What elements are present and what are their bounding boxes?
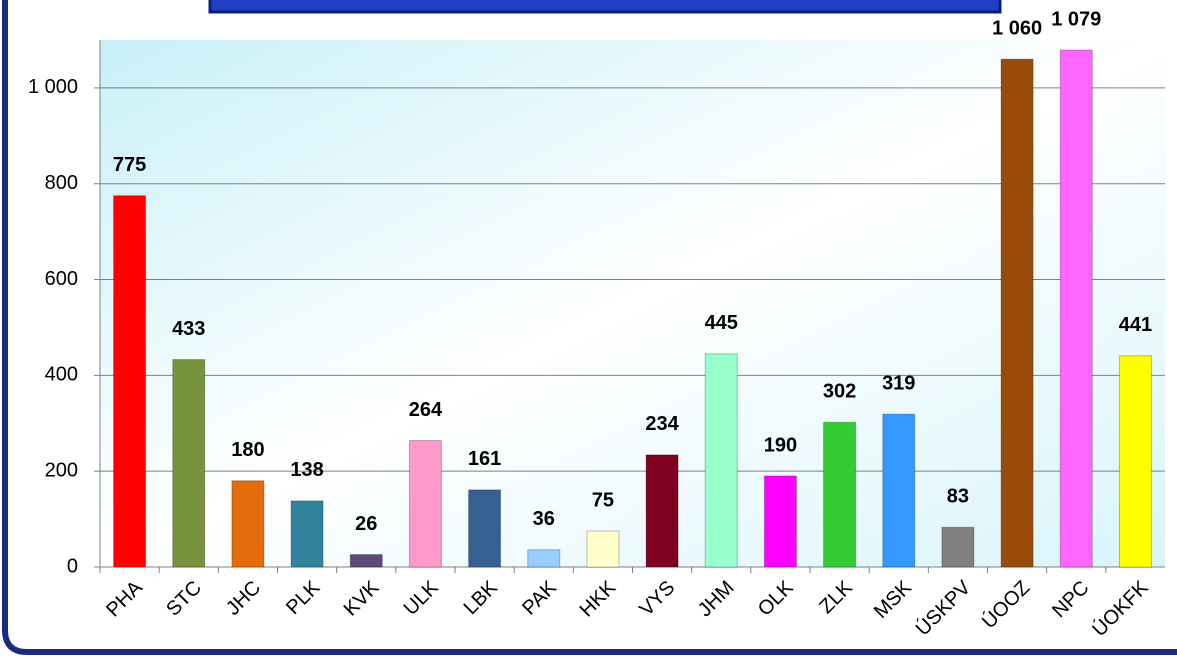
value-label: 775 xyxy=(113,154,146,176)
x-tick-label: VYS xyxy=(635,577,679,621)
x-tick-label: ÚOKFK xyxy=(1088,576,1153,641)
bar xyxy=(527,549,561,568)
bar xyxy=(645,454,679,568)
value-label: 36 xyxy=(533,508,555,530)
value-label: 83 xyxy=(947,486,969,508)
x-tick-label: JHM xyxy=(694,577,739,622)
bar xyxy=(823,421,857,568)
value-label: 180 xyxy=(231,439,264,461)
bar xyxy=(349,554,383,568)
value-label: 441 xyxy=(1119,314,1152,336)
value-label: 319 xyxy=(882,372,915,394)
x-tick-label: PHA xyxy=(102,576,147,621)
value-label: 302 xyxy=(823,381,856,403)
x-tick-label: OLK xyxy=(754,576,798,620)
value-label: 445 xyxy=(705,312,738,334)
x-tick-label: KVK xyxy=(340,576,384,620)
x-tick-label: PLK xyxy=(282,576,325,619)
value-label: 161 xyxy=(468,448,501,470)
bar xyxy=(468,489,502,568)
value-label: 234 xyxy=(645,413,679,435)
value-label: 1 079 xyxy=(1051,8,1101,30)
bar xyxy=(113,195,147,568)
value-label: 138 xyxy=(290,459,323,481)
bar xyxy=(1059,49,1093,568)
x-tick-label: HKK xyxy=(576,576,621,621)
y-tick-label: 400 xyxy=(45,364,78,386)
bar xyxy=(941,526,975,568)
bar xyxy=(231,480,265,568)
value-label: 1 060 xyxy=(992,17,1042,39)
bar xyxy=(763,475,797,568)
y-tick-label: 0 xyxy=(67,555,78,577)
y-tick-label: 800 xyxy=(45,172,78,194)
x-tick-label: LBK xyxy=(460,576,503,619)
bar xyxy=(586,530,620,568)
value-label: 26 xyxy=(355,513,377,535)
banner xyxy=(208,0,1002,14)
x-tick-label: ZLK xyxy=(815,576,857,618)
y-tick-label: 1 000 xyxy=(28,76,78,98)
x-tick-label: NPC xyxy=(1048,577,1093,622)
y-tick-label: 600 xyxy=(45,268,78,290)
value-label: 433 xyxy=(172,318,205,340)
x-tick-label: ÚSKPV xyxy=(911,576,976,641)
bar xyxy=(408,440,442,568)
bar xyxy=(172,359,206,568)
value-label: 75 xyxy=(592,489,614,511)
bar xyxy=(1000,58,1034,568)
value-label: 264 xyxy=(409,399,443,421)
bar xyxy=(704,353,738,568)
x-tick-label: ÚOOZ xyxy=(977,576,1034,633)
bar xyxy=(1118,355,1152,568)
bar xyxy=(882,413,916,568)
x-tick-label: STC xyxy=(162,577,206,621)
x-tick-label: MSK xyxy=(870,576,917,623)
x-tick-label: JHC xyxy=(222,577,265,620)
x-tick-label: ULK xyxy=(400,576,444,620)
bar xyxy=(290,500,324,568)
plot-area xyxy=(100,40,1165,567)
y-tick-label: 200 xyxy=(45,459,78,481)
value-label: 190 xyxy=(764,434,797,456)
x-tick-label: PAK xyxy=(518,576,561,619)
